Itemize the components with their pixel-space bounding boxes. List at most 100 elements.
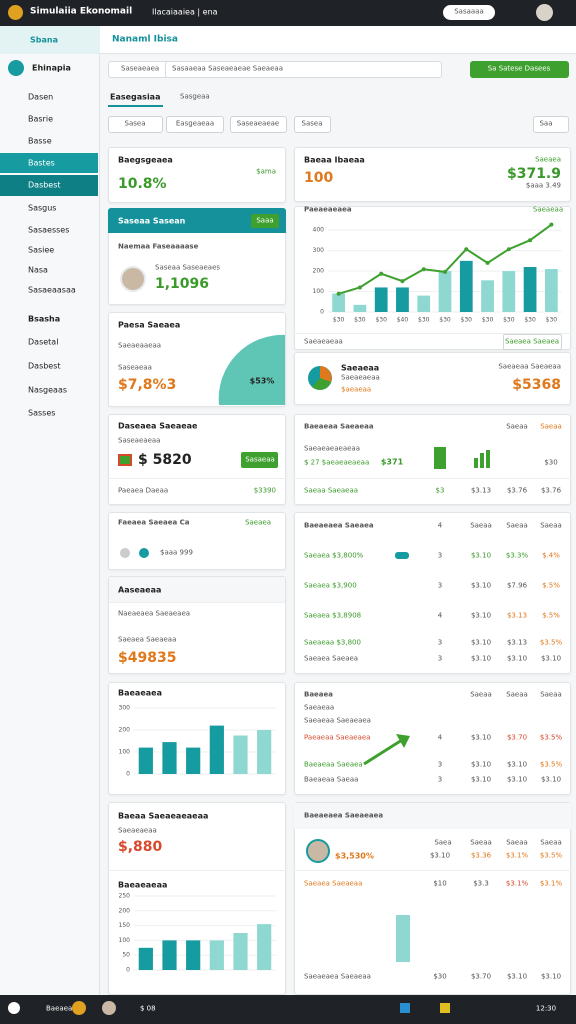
table-cell: $3.5% xyxy=(539,733,563,742)
card-link[interactable]: Saeaea xyxy=(245,518,271,527)
nav-item[interactable]: Bastes xyxy=(28,158,55,168)
filter-label[interactable]: Sasea xyxy=(301,119,323,128)
card-title: Baeaa Ibaeaa xyxy=(304,155,365,165)
nav-item[interactable]: Basse xyxy=(28,136,52,146)
card xyxy=(294,414,571,505)
bar xyxy=(257,924,272,970)
table-cell: $30 xyxy=(433,972,447,981)
nav-item[interactable]: Dasbest xyxy=(28,361,61,371)
y-tick-label: 150 xyxy=(119,922,131,929)
card-button[interactable] xyxy=(503,334,562,350)
taskbar-app[interactable]: $ 08 xyxy=(140,1004,156,1013)
nav-item[interactable]: Dasen xyxy=(28,92,54,102)
start-icon[interactable] xyxy=(8,1002,20,1014)
filter-select[interactable] xyxy=(533,116,569,133)
card-button-label[interactable]: Sasaeaa xyxy=(245,455,275,464)
table-cell: $3.1% xyxy=(539,879,563,888)
table-cell: $10 xyxy=(433,879,447,888)
nav-active[interactable] xyxy=(0,153,98,173)
table-cell: $3.10 xyxy=(429,851,451,860)
line-point xyxy=(400,279,405,284)
x-tick-label: $30 xyxy=(354,317,366,324)
filter-button[interactable] xyxy=(166,116,224,133)
tab-underline xyxy=(108,105,163,107)
table-cell: $3.3% xyxy=(505,551,529,560)
nav-active[interactable] xyxy=(0,175,98,196)
table-cell: $3.10 xyxy=(540,775,562,784)
bar xyxy=(138,947,153,970)
app-title: Simulaiia Ekonomail xyxy=(30,6,133,17)
tray-icon[interactable] xyxy=(400,1003,410,1013)
card-subtitle: Saseaeaeaa xyxy=(118,436,161,445)
top-button-bg[interactable] xyxy=(443,5,495,20)
nav-item[interactable]: Dasetal xyxy=(28,337,59,347)
nav-item[interactable]: Dasbest xyxy=(28,180,61,190)
table-cell: $3.10 xyxy=(470,638,492,647)
app-icon[interactable] xyxy=(102,1001,116,1015)
tray-icon[interactable] xyxy=(440,1003,450,1013)
primary-button[interactable] xyxy=(470,61,569,78)
card-title: Saseaa Sasean xyxy=(118,216,186,226)
taskbar-search[interactable]: Baeaea xyxy=(46,1004,73,1013)
pill xyxy=(395,552,409,559)
column-header: Saea xyxy=(434,838,452,847)
x-tick-label: $40 xyxy=(397,317,409,324)
row-label: Saeaa Saeaeaa xyxy=(304,486,359,495)
card-button-label[interactable]: Saeaea Saeaea xyxy=(504,337,560,346)
card-button-label[interactable]: Saaa xyxy=(256,216,274,225)
tab[interactable]: Easegasiaa xyxy=(110,92,161,102)
table-cell: 3 xyxy=(437,654,443,663)
table-cell: $3.10 xyxy=(470,775,492,784)
person-name: Saseaa Saseaeaes xyxy=(155,263,221,272)
filter-label[interactable]: Sasea xyxy=(124,119,146,128)
y-tick-label: 200 xyxy=(119,727,131,734)
text-input[interactable] xyxy=(165,61,442,78)
card xyxy=(294,147,571,202)
card-value: $7,8%3 xyxy=(118,377,177,393)
nav-item[interactable]: Nasa xyxy=(28,265,48,275)
nav-item[interactable]: Sasaesses xyxy=(28,225,70,235)
user-avatar[interactable] xyxy=(536,4,553,21)
table-cell: $3.10 xyxy=(470,733,492,742)
row-value: $30 xyxy=(544,458,558,467)
card-label: Saeaea Saeaeaa xyxy=(118,635,177,644)
card-button[interactable] xyxy=(251,214,279,228)
bar xyxy=(162,940,177,970)
nav-item[interactable]: Sasses xyxy=(28,408,56,418)
table-cell: $.5% xyxy=(542,611,560,620)
nav-item[interactable]: Sasaeaasaa xyxy=(28,285,76,295)
filter-select-label[interactable]: Saa xyxy=(539,119,553,128)
app-icon[interactable] xyxy=(72,1001,86,1015)
nav-item[interactable]: Nasgeaas xyxy=(28,385,68,395)
top-button[interactable]: Sasaaaa xyxy=(454,7,484,16)
x-tick-label: $30 xyxy=(503,317,515,324)
card-button[interactable] xyxy=(241,452,278,468)
filter-button[interactable] xyxy=(108,116,163,133)
line-point xyxy=(549,222,554,227)
column-header: Saeaa xyxy=(540,422,562,431)
filter-label[interactable]: Easgeaeaa xyxy=(175,119,215,128)
card-title: Paeaeaeaea xyxy=(304,205,352,214)
mini-bar xyxy=(434,447,446,469)
icon xyxy=(118,454,132,466)
row-label: Saeaeaea Saeaeaa xyxy=(304,972,371,981)
nav-item[interactable]: Basrie xyxy=(28,114,53,124)
table-cell: $3.10 xyxy=(470,581,492,590)
card-badge: Saeaeaa xyxy=(532,205,564,214)
filter-button[interactable] xyxy=(230,116,287,133)
filter-label[interactable]: Saseaeaeae xyxy=(236,119,280,128)
primary-button-label[interactable]: Sa Satese Dasees xyxy=(487,64,551,73)
nav-item[interactable]: Sasgus xyxy=(28,203,57,213)
column-header: Saeaa xyxy=(540,521,562,530)
filter-button[interactable] xyxy=(294,116,331,133)
card-text: Saseaeaa xyxy=(118,363,152,372)
table-cell: $3.10 xyxy=(506,760,528,769)
bar xyxy=(233,933,248,970)
x-tick-label: $30 xyxy=(418,317,430,324)
nav-item[interactable]: Sasiee xyxy=(28,245,55,255)
row-note: Saeaeaeaeaeaa xyxy=(304,444,361,453)
tab[interactable]: Sasgeaa xyxy=(180,92,210,101)
column-header: Saeaa xyxy=(470,521,492,530)
x-tick-label: $30 xyxy=(461,317,473,324)
